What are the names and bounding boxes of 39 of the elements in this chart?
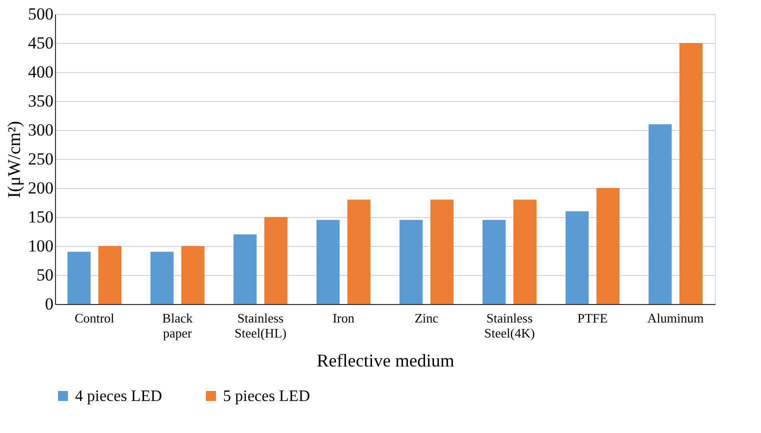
bar: [347, 200, 370, 304]
legend-label: 4 pieces LED: [75, 388, 162, 405]
bar: [150, 252, 174, 304]
y-tick-label: 0: [45, 294, 54, 314]
y-tick-label: 100: [28, 236, 54, 256]
x-tick-label: Zinc: [414, 310, 439, 326]
bar: [400, 220, 423, 304]
y-tick-label: 450: [28, 34, 54, 52]
y-tick-label: 150: [28, 208, 54, 226]
x-axis-title: Reflective medium: [316, 350, 454, 370]
x-tick-label: Control: [74, 310, 115, 326]
x-tick-label: Stainless Steel(HL): [234, 310, 286, 340]
bar: [679, 43, 703, 304]
y-tick-label: 200: [28, 178, 54, 198]
x-tick-label: Black paper: [162, 310, 194, 340]
bar: [233, 234, 257, 304]
bar: [513, 200, 537, 304]
y-tick-label: 50: [36, 266, 54, 284]
x-tick-label: PTFE: [577, 310, 608, 326]
x-tick-label: Iron: [332, 310, 355, 326]
y-tick-label: 250: [28, 150, 54, 168]
x-tick-label: Stainless Steel(4K): [484, 310, 535, 340]
bar: [316, 220, 340, 304]
bar: [430, 200, 454, 304]
legend-label: 5 pieces LED: [223, 388, 310, 405]
bar: [596, 188, 620, 304]
y-tick-label: 400: [28, 62, 54, 82]
bar: [181, 246, 204, 304]
y-tick-label: 500: [28, 4, 54, 24]
y-tick-label: 300: [28, 120, 54, 140]
bar: [648, 124, 672, 304]
bar: [67, 252, 91, 304]
x-tick-label: Aluminum: [647, 310, 704, 326]
bar: [482, 220, 506, 304]
y-axis-title: I(μW/cm²): [4, 120, 24, 198]
y-tick-label: 350: [28, 92, 54, 110]
bar: [264, 217, 288, 304]
bar: [566, 211, 589, 304]
bar: [98, 246, 122, 304]
